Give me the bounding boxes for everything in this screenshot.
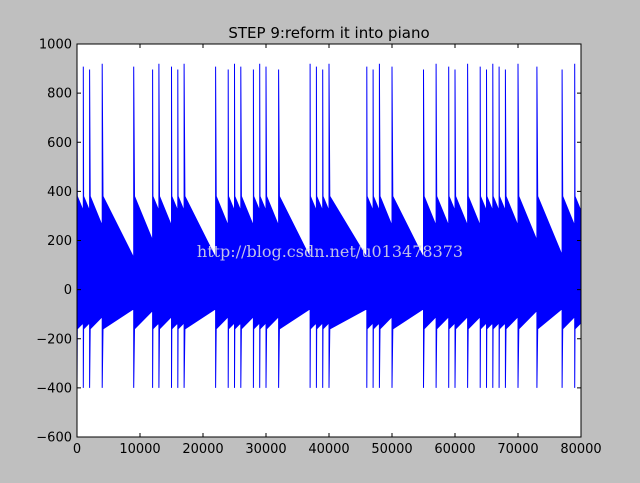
x-tick-label: 70000 [497,442,538,457]
y-tick-label: 400 [47,185,72,200]
y-tick-label: 1000 [39,38,72,53]
y-tick-label: 0 [64,283,72,298]
x-tick-label: 40000 [308,442,349,457]
x-tick-label: 30000 [245,442,286,457]
y-tick-label: −600 [36,431,72,446]
x-axis-ticks: 0 10000 20000 30000 40000 50000 60000 70000 8000… [73,44,602,457]
x-tick-label: 50000 [371,442,412,457]
x-tick-label: 80000 [560,442,601,457]
y-tick-label: −400 [36,381,72,396]
y-tick-label: 200 [47,234,72,249]
chart-title: STEP 9:reform it into piano [228,24,429,42]
y-axis-ticks: 1000 800 600 400 200 0 −200 −400 −600 [36,38,581,446]
x-tick-label: 20000 [182,442,223,457]
y-tick-label: 600 [47,136,72,151]
axes-frame [76,43,582,438]
x-tick-label: 10000 [119,442,160,457]
y-tick-label: 800 [47,87,72,102]
watermark-text: http://blog.csdn.net/u013478373 [197,242,463,261]
waveform-envelope [76,63,582,388]
waveform-series [76,63,582,388]
x-tick-label: 0 [73,442,81,457]
x-tick-label: 60000 [434,442,475,457]
y-tick-label: −200 [36,332,72,347]
